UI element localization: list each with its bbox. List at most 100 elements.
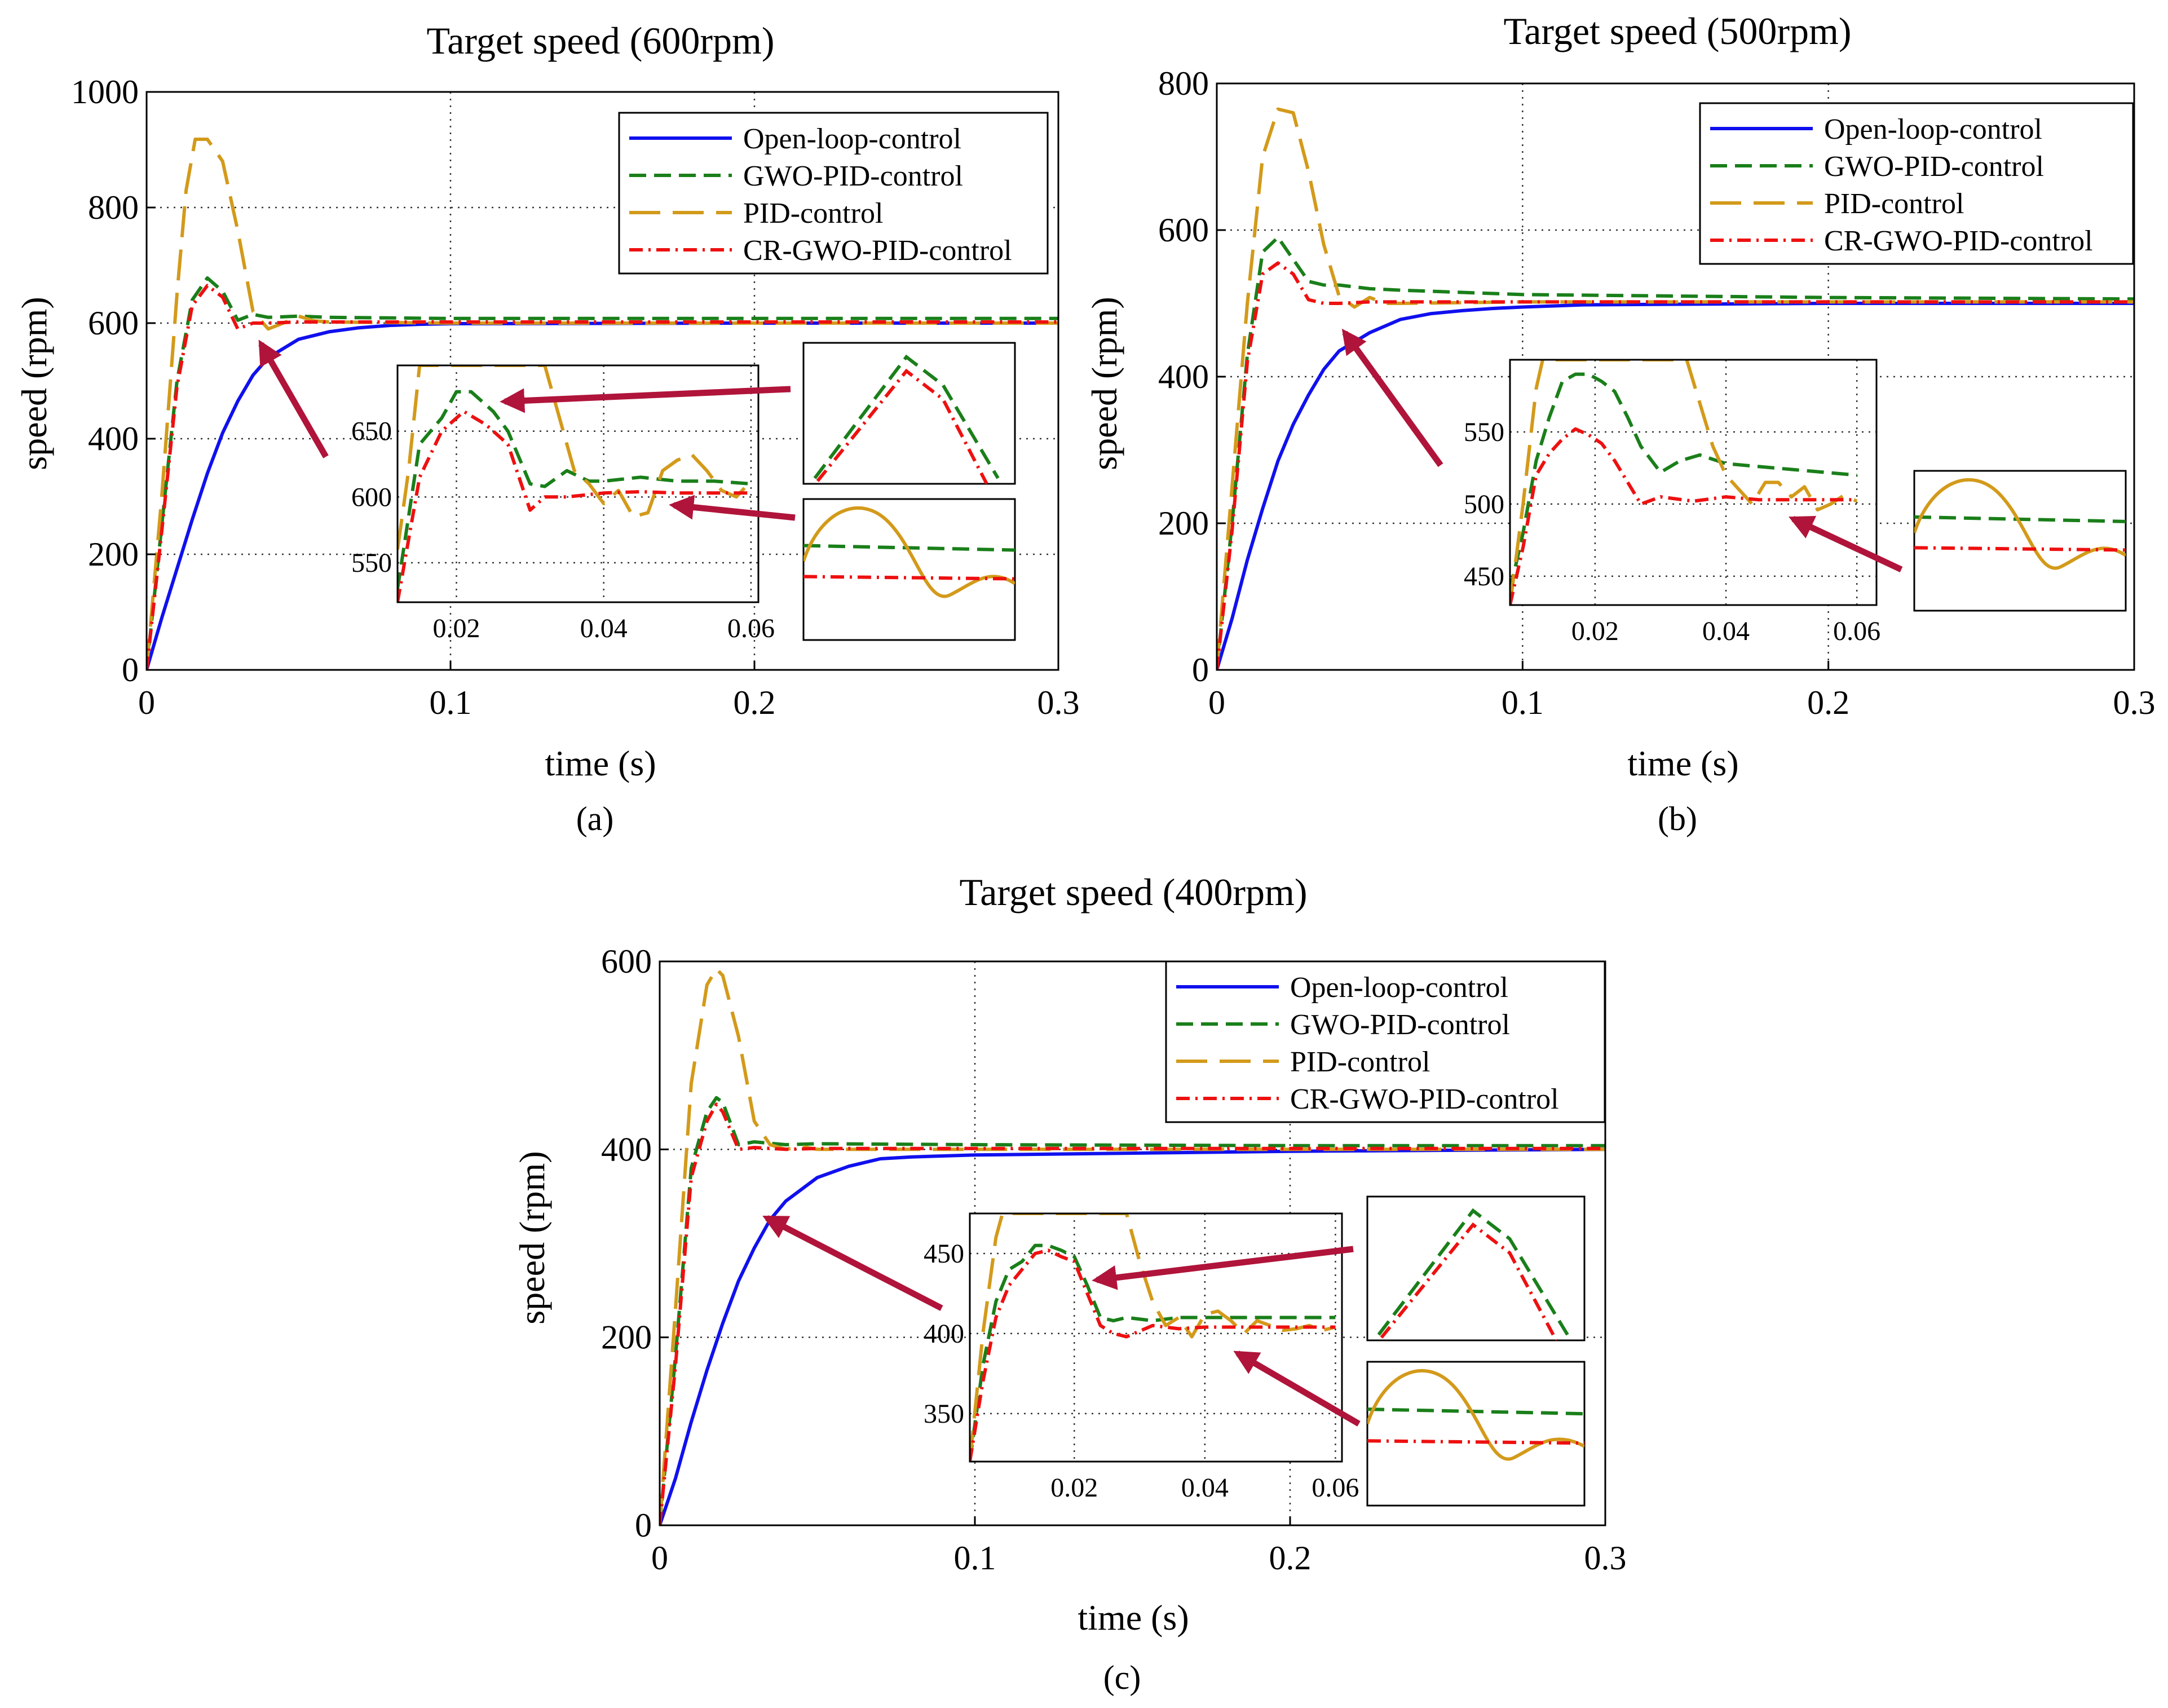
legend-label: GWO-PID-control (1290, 1009, 1510, 1041)
series-line-cr (1217, 261, 2134, 670)
x-axis-label: time (s) (1078, 1597, 1189, 1638)
y-tick-label: 400 (601, 1131, 652, 1168)
inset-y-tick-label: 400 (924, 1319, 964, 1349)
callout-arrow (500, 386, 791, 413)
series-line-pid (1510, 360, 1858, 605)
series-line-cr (660, 1102, 1605, 1525)
y-tick-label: 400 (88, 420, 139, 457)
x-tick-label: 0.3 (1037, 684, 1080, 721)
legend: Open-loop-control GWO-PID-control PID-cont… (618, 112, 1049, 275)
x-tick-label: 0.2 (734, 684, 776, 721)
x-tick-label: 0.2 (1807, 684, 1849, 721)
series-line-cr (398, 409, 751, 602)
y-tick-label: 200 (601, 1319, 652, 1356)
inset-y-tick-label: 500 (1464, 489, 1504, 519)
x-tick-label: 0.2 (1269, 1539, 1312, 1577)
inset-y-tick-label: 350 (924, 1399, 964, 1429)
panel-caption: (c) (1103, 1659, 1141, 1696)
inset-y-tick-label: 550 (351, 548, 392, 578)
chart-panel-a: 0 0.1 0.2 0.3 0 200 400 600 800 1000 Target speed … (14, 19, 1080, 837)
inset-background (970, 1213, 1342, 1462)
zoom-line-cr (1367, 1439, 1584, 1445)
inset-x-tick-label: 0.06 (1312, 1473, 1359, 1503)
legend-label: PID-control (743, 197, 883, 230)
series-line-pid (660, 967, 1605, 1525)
inset-background (1510, 360, 1876, 605)
x-tick-label: 0.3 (1584, 1539, 1627, 1577)
callout-arrow (1789, 516, 1903, 572)
inset-background (398, 365, 758, 602)
inset-y-tick-label: 450 (1464, 562, 1504, 592)
y-tick-label: 400 (1158, 358, 1209, 395)
zoom-line-gwo (803, 544, 1015, 552)
series-line-gwo (970, 1243, 1336, 1462)
zoom-box-frame (802, 498, 1016, 641)
panel-caption: (b) (1658, 800, 1697, 837)
zoom-line-cr (1380, 1222, 1558, 1340)
inset-zoom: 0.02 0.04 0.06 550 600 650 (351, 364, 775, 643)
chart-title: Target speed (600rpm) (426, 19, 774, 62)
legend-label: CR-GWO-PID-control (1824, 225, 2093, 257)
series-line-pid (970, 1213, 1336, 1462)
plot-frame (659, 960, 1606, 1526)
inset-x-tick-label: 0.04 (580, 614, 628, 643)
callout-arrow (1341, 328, 1443, 467)
x-axis-label: time (s) (545, 743, 656, 783)
zoom-line-pid (803, 506, 1015, 598)
inset-x-tick-label: 0.06 (1833, 616, 1880, 646)
inset-x-tick-label: 0.04 (1181, 1473, 1229, 1503)
zoom-box-frame (1366, 1361, 1586, 1507)
legend-label: Open-loop-control (1824, 113, 2042, 145)
y-tick-label: 800 (1158, 65, 1209, 102)
zoom-line-cr (816, 368, 988, 484)
chart-panel-b: 0 0.1 0.2 0.3 0 200 400 600 800 Target speed (500… (1084, 10, 2156, 837)
zoom-box-frame (1913, 470, 2127, 612)
series-line-pid (1217, 107, 2134, 670)
series-line-cr (970, 1248, 1336, 1462)
zoom-box-settle (1366, 1361, 1586, 1507)
series-line-gwo (1510, 372, 1857, 592)
zoom-box-peak (1366, 1195, 1586, 1341)
zoom-box-settle (802, 498, 1016, 641)
inset-x-tick-label: 0.04 (1702, 616, 1750, 646)
y-tick-label: 1000 (71, 73, 139, 111)
x-tick-label: 0.1 (430, 684, 472, 721)
inset-zoom: 0.02 0.04 0.06 450 500 550 (1464, 359, 1880, 646)
zoom-line-gwo (813, 354, 1000, 479)
x-tick-label: 0 (651, 1539, 668, 1577)
y-tick-label: 800 (88, 189, 139, 226)
legend-label: PID-control (1290, 1046, 1430, 1078)
zoom-line-gwo (1377, 1208, 1569, 1336)
x-tick-label: 0.1 (954, 1539, 996, 1577)
y-tick-label: 200 (88, 536, 139, 573)
callout-arrow (669, 495, 796, 521)
y-tick-label: 600 (88, 304, 139, 342)
inset-x-tick-label: 0.02 (432, 614, 480, 643)
y-tick-label: 0 (122, 651, 139, 689)
zoom-line-cr (1914, 546, 2126, 552)
zoom-line-pid (1914, 478, 2126, 570)
legend: Open-loop-control GWO-PID-control PID-cont… (1699, 102, 2134, 265)
inset-y-tick-label: 550 (1464, 417, 1504, 447)
y-tick-label: 200 (1158, 505, 1209, 542)
inset-y-tick-label: 450 (924, 1239, 964, 1269)
y-tick-label: 600 (601, 943, 652, 980)
x-tick-label: 0 (1208, 684, 1225, 721)
callout-arrow (762, 1215, 943, 1311)
chart-title: Target speed (500rpm) (1503, 10, 1851, 52)
legend-label: Open-loop-control (1290, 972, 1508, 1004)
series-line-gwo (660, 1096, 1605, 1525)
inset-y-tick-label: 650 (351, 417, 392, 447)
x-tick-label: 0.3 (2113, 684, 2156, 721)
legend-label: GWO-PID-control (743, 160, 963, 192)
callout-arrow (1233, 1350, 1361, 1427)
legend-label: CR-GWO-PID-control (743, 235, 1012, 267)
inset-x-tick-label: 0.02 (1050, 1473, 1098, 1503)
y-tick-label: 0 (1192, 651, 1209, 689)
inset-x-tick-label: 0.06 (727, 614, 775, 643)
zoom-box-frame (802, 342, 1016, 485)
panel-caption: (a) (576, 800, 614, 837)
series-line-cr (147, 284, 1058, 670)
legend: Open-loop-control GWO-PID-control PID-cont… (1165, 960, 1606, 1123)
